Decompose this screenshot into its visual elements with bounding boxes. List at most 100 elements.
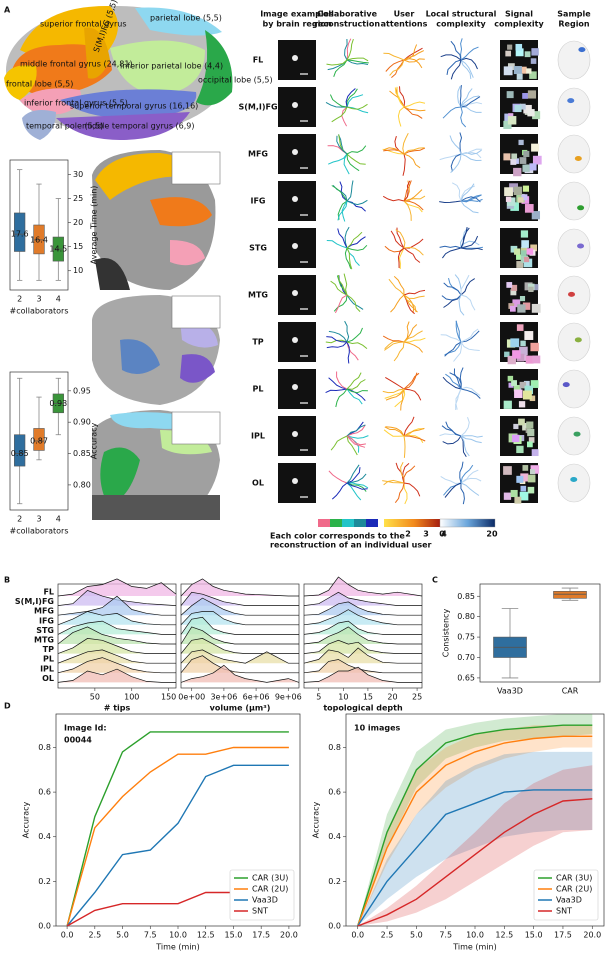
density-line <box>303 609 422 626</box>
neuron-branch <box>383 52 405 61</box>
neuron-branch <box>403 294 418 313</box>
signal-patch <box>516 254 522 260</box>
neuron-branch <box>403 180 411 202</box>
example-row <box>278 132 591 177</box>
neuron-branch <box>341 200 348 222</box>
signal-patch <box>522 93 528 99</box>
panel-label: B <box>4 576 10 585</box>
signal-patch <box>518 139 524 146</box>
signal-patch <box>510 158 517 165</box>
neuron-branch <box>441 294 462 301</box>
row-label: IPL <box>251 432 265 441</box>
complexity-color-bar <box>439 518 496 528</box>
neuron-branch <box>403 106 423 119</box>
neuron-branch <box>460 198 483 202</box>
neuron-branch <box>383 147 405 155</box>
neuron-branch <box>402 463 410 484</box>
density-area <box>304 621 422 635</box>
brain-region-label: parietal lobe (5,5) <box>150 14 222 23</box>
signal-patch <box>528 437 535 443</box>
sample-region <box>577 243 585 249</box>
complexity-scale-label: 20 <box>486 530 498 539</box>
neuron-branch <box>326 59 348 66</box>
density-line <box>57 657 176 674</box>
brain-outline <box>557 40 591 80</box>
density-line <box>303 620 422 635</box>
neuron-branch <box>460 328 479 343</box>
density-area <box>304 592 422 606</box>
signal-patch <box>503 153 511 161</box>
y-tick-label: 20 <box>73 218 83 227</box>
x-tick-label: 6e+06 <box>243 693 270 702</box>
x-tick-label: 5 <box>316 693 321 702</box>
neuron-branch <box>460 235 479 249</box>
neuron-branch <box>403 294 425 300</box>
signal-patch <box>518 197 524 203</box>
signal-patch <box>512 434 520 443</box>
x-tick-label: 2 <box>17 515 22 524</box>
neuron-branch <box>327 145 348 155</box>
neuron-branch <box>455 320 462 343</box>
neuron-branch <box>403 372 420 390</box>
neuron-branch <box>460 464 474 484</box>
series-line <box>66 764 289 927</box>
signal-patch <box>513 66 522 75</box>
neuron-branch <box>346 153 360 172</box>
neuron-branch <box>346 388 363 405</box>
brain-outline <box>557 228 591 268</box>
median-label: 16.4 <box>30 235 48 244</box>
brain-diagram <box>4 5 233 140</box>
series-line <box>357 798 593 927</box>
signal-patch <box>528 286 534 292</box>
signal-patch <box>505 50 512 57</box>
neuron-branch <box>393 275 405 296</box>
brain-region-label: inferior parietal lobe (4,4) <box>120 62 223 71</box>
neuron-branch <box>346 244 368 251</box>
confidence-band <box>357 765 593 926</box>
x-tick-label: Vaa3D <box>497 687 523 696</box>
annotation: Image Id: <box>64 724 107 733</box>
neuron-branch <box>346 473 367 484</box>
neuron-branch <box>460 88 473 108</box>
neuron-branch <box>403 246 424 256</box>
neuron-branch <box>455 320 462 343</box>
neuron-branch <box>460 106 467 128</box>
neuron-branch <box>403 44 418 61</box>
x-tick-label: 2 <box>17 295 22 304</box>
column-header: Signal <box>505 10 533 19</box>
box <box>14 212 26 252</box>
neuron-branch <box>404 337 426 343</box>
series-line <box>357 724 593 927</box>
signal-patch <box>531 48 539 56</box>
neuron-branch <box>460 294 476 311</box>
neuron-branch <box>449 372 462 389</box>
neuron-branch <box>403 435 406 458</box>
density-line <box>57 668 176 683</box>
neuron-branch <box>449 135 462 155</box>
column-header: complexity <box>436 20 486 29</box>
neuron-branch <box>398 247 405 270</box>
y-tick-label: 0.8 <box>328 743 341 752</box>
sample-region <box>567 98 575 104</box>
signal-patch <box>527 441 533 448</box>
brain-region-label: superior temporal gyrus (16,16) <box>70 102 198 111</box>
neuron-branch <box>326 336 348 343</box>
x-tick-label: 15.0 <box>525 931 543 940</box>
signal-patch <box>508 113 514 119</box>
legend-label: CAR (3U) <box>556 874 592 883</box>
neuron-branch <box>460 278 475 296</box>
signal-patch <box>509 183 519 193</box>
column-header: Sample <box>557 10 591 19</box>
neuron-branch <box>403 58 425 63</box>
attention-scale-label: 2 <box>405 530 411 539</box>
y-tick-label: 0.70 <box>457 653 475 662</box>
median-label: 14.5 <box>49 245 67 254</box>
density-line <box>57 649 176 664</box>
neuron-branch <box>403 372 418 390</box>
neuron-branch <box>337 200 348 221</box>
neuron-branch <box>346 199 368 206</box>
neuron-branch <box>346 341 359 361</box>
y-tick-label: 0.85 <box>73 449 91 458</box>
neuron-branch <box>346 482 362 501</box>
neuron-branch <box>439 153 462 161</box>
